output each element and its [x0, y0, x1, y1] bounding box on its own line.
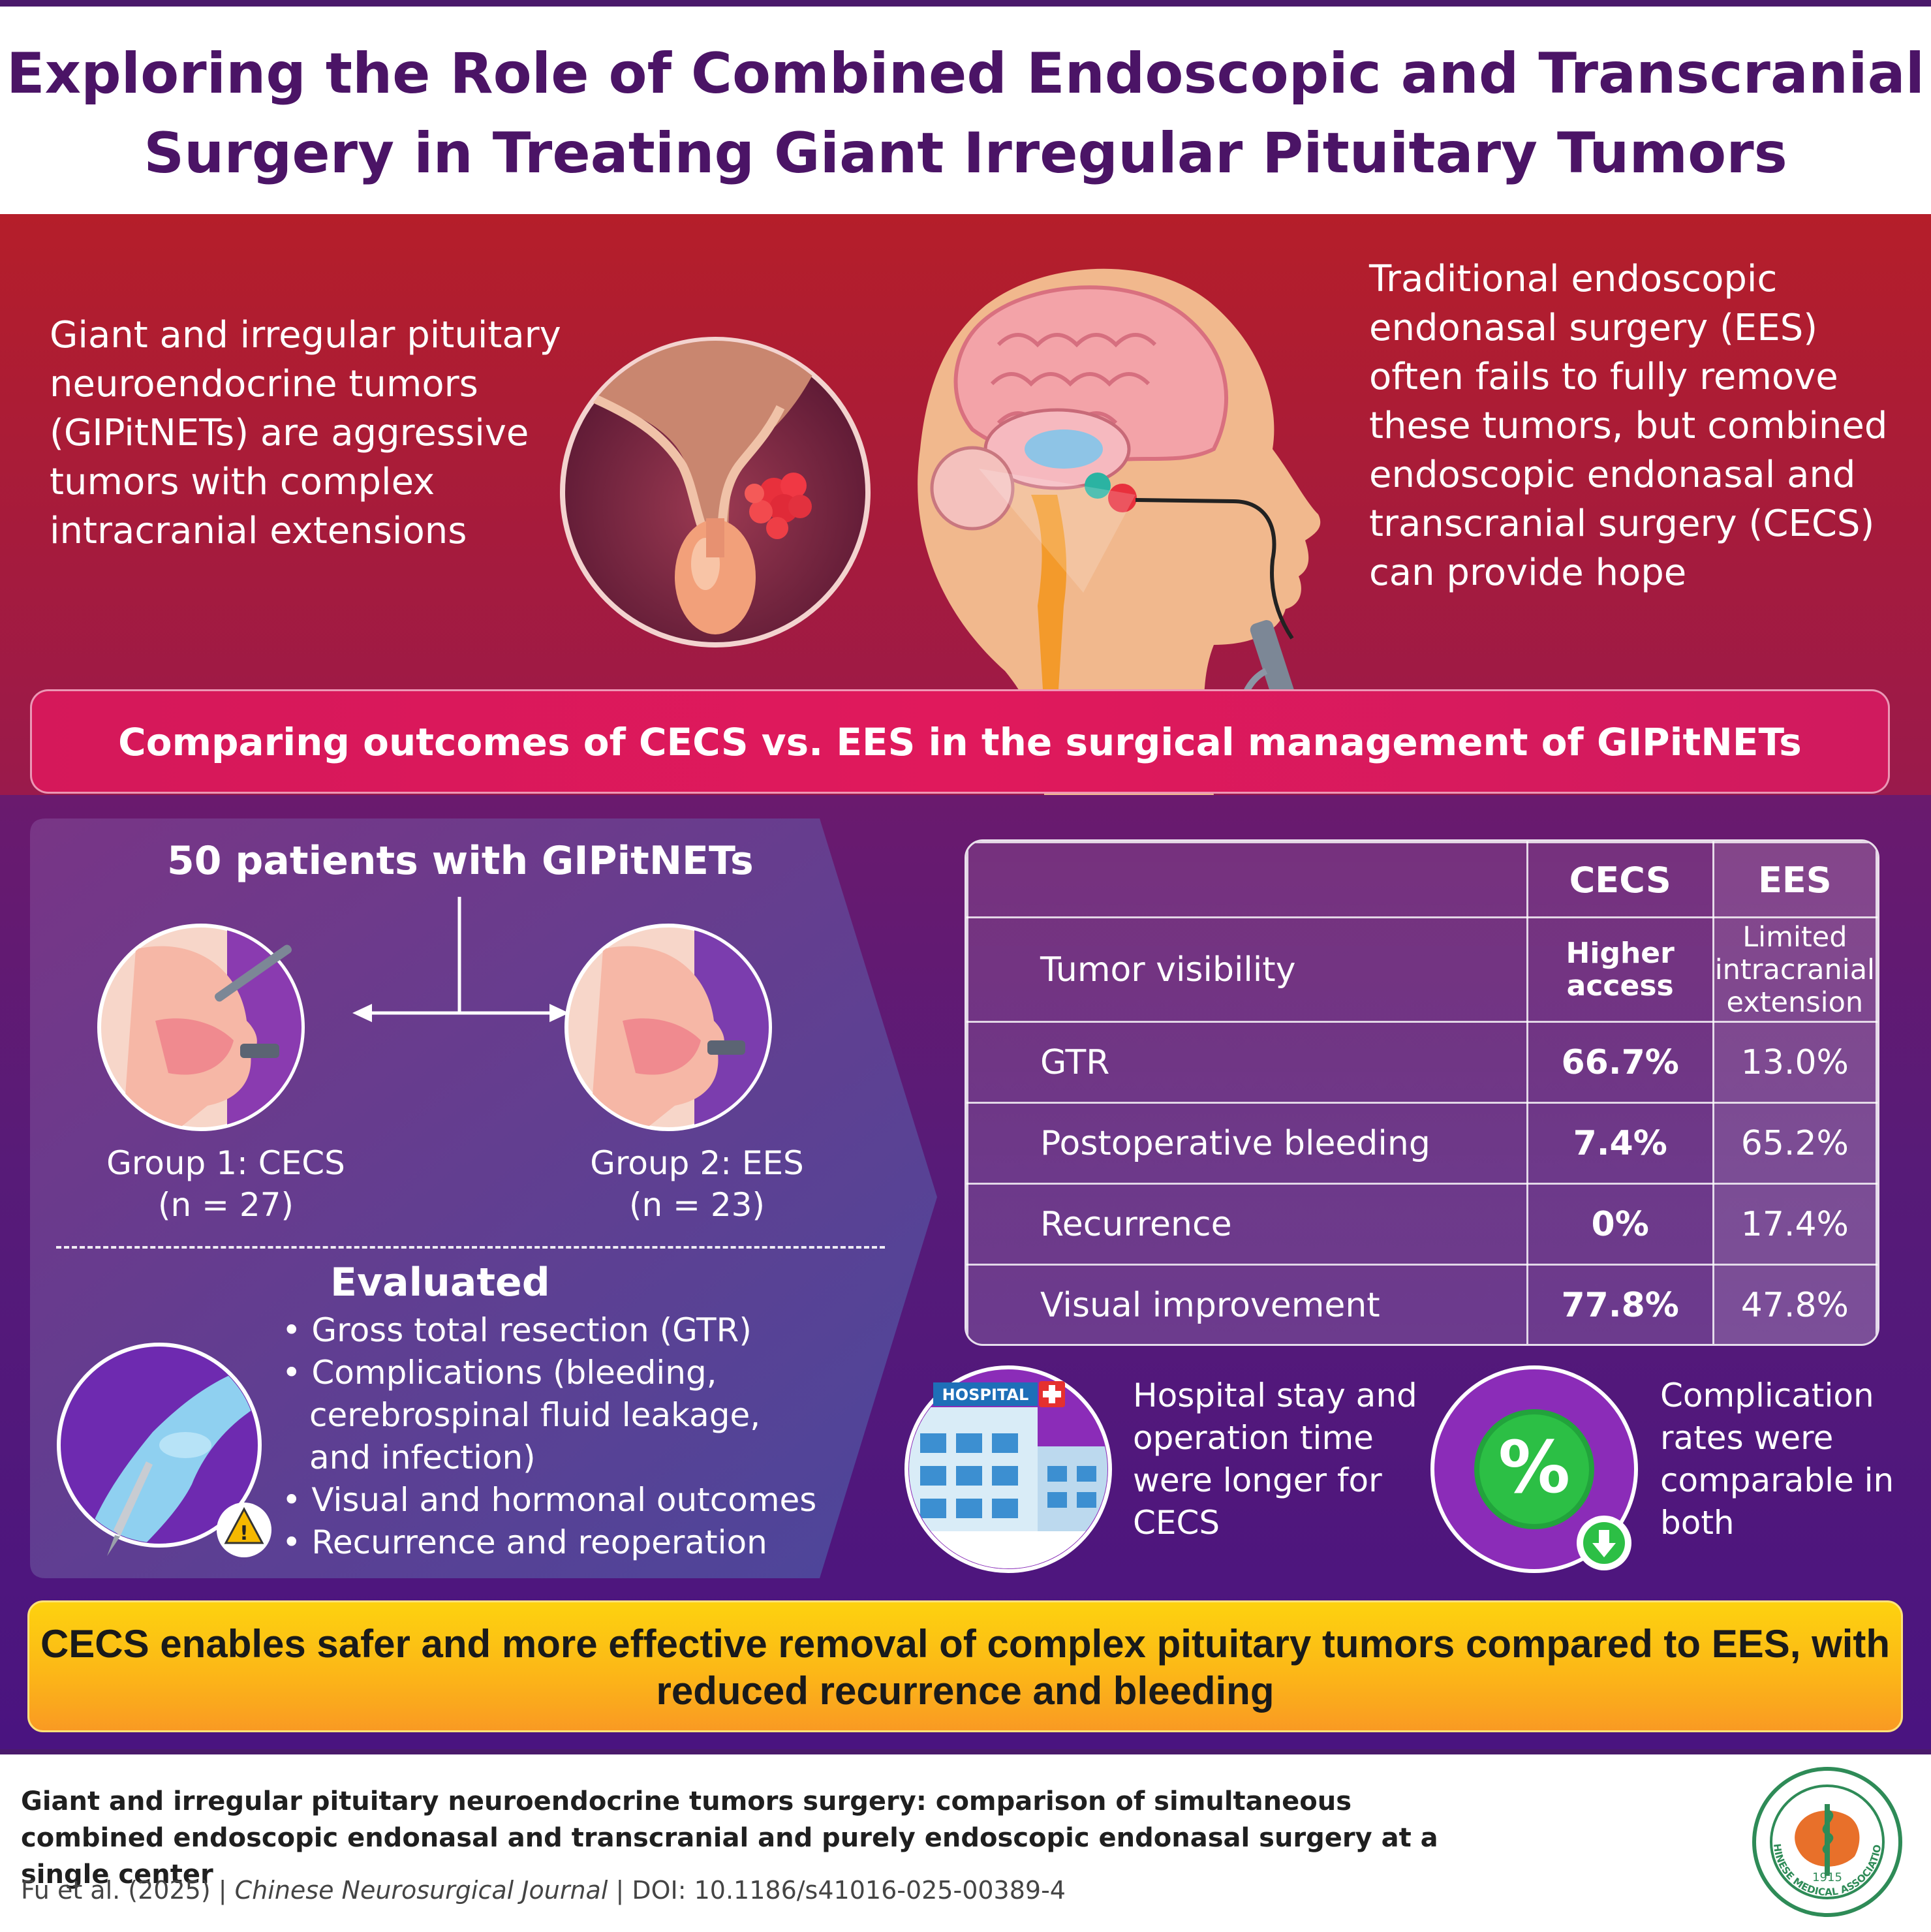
study-panel: 50 patients with GIPitNETs Group 1: CECS: [30, 818, 931, 1577]
results-table: CECS EES Tumor visibility Higher access …: [965, 839, 1879, 1346]
hospital-sign-text: HOSPITAL: [942, 1386, 1029, 1404]
title-section: Exploring the Role of Combined Endoscopi…: [0, 7, 1931, 214]
intro-left-text: Giant and irregular pituitary neuroendoc…: [50, 314, 561, 552]
cecs-value: Higher access: [1526, 916, 1714, 1023]
citation-doi: DOI: 10.1186/s41016-025-00389-4: [632, 1876, 1066, 1905]
evaluated-item: cerebrospinal fluid leakage,: [309, 1396, 761, 1434]
evaluated-heading: Evaluated: [330, 1260, 550, 1305]
table-row: GTR 66.7% 13.0%: [966, 1021, 1877, 1104]
comparison-banner: Comparing outcomes of CECS vs. EES in th…: [30, 689, 1890, 794]
citation-separator: |: [608, 1876, 632, 1905]
citation-authors: Fu et al. (2025): [21, 1876, 211, 1905]
group1-name: Group 1: CECS: [106, 1144, 345, 1182]
table-row: Visual improvement 77.8% 47.8%: [966, 1264, 1877, 1344]
ees-value: Limited intracranial extension: [1712, 916, 1877, 1023]
cecs-value: 7.4%: [1526, 1102, 1714, 1185]
evaluated-list: • Gross total resection (GTR) • Complica…: [282, 1309, 869, 1564]
hospital-note: Hospital stay and operation time were lo…: [1133, 1377, 1417, 1542]
cecs-value: 66.7%: [1526, 1021, 1714, 1104]
group2-name: Group 2: EES: [590, 1144, 804, 1182]
intro-right-text: Traditional endoscopic endonasal surgery…: [1369, 258, 1888, 594]
ees-value: 13.0%: [1712, 1021, 1877, 1104]
group2-label: Group 2: EES (n = 23): [514, 1142, 880, 1226]
tumor-cluster: [745, 473, 812, 539]
percent-down-icon: %: [1430, 1365, 1638, 1573]
conclusion-box: CECS enables safer and more effective re…: [27, 1600, 1903, 1732]
row-label: Visual improvement: [966, 1264, 1528, 1344]
row-label: Recurrence: [966, 1183, 1528, 1266]
ees-value: 17.4%: [1712, 1183, 1877, 1266]
warning-icon: !: [217, 1503, 271, 1557]
evaluated-item: • Gross total resection (GTR): [282, 1311, 752, 1349]
hospital-icon: HOSPITAL: [904, 1365, 1112, 1573]
page-title: Exploring the Role of Combined Endoscopi…: [6, 41, 1925, 186]
citation: Fu et al. (2025) | Chinese Neurosurgical…: [21, 1876, 1066, 1905]
citation-separator: |: [210, 1876, 235, 1905]
row-label: GTR: [966, 1021, 1528, 1104]
evaluated-item: and infection): [309, 1439, 536, 1476]
col-ees-header: EES: [1712, 841, 1877, 918]
percent-glyph: %: [1498, 1426, 1570, 1509]
citation-journal: Chinese Neurosurgical Journal: [234, 1876, 608, 1905]
row-label: Tumor visibility: [966, 916, 1528, 1023]
svg-text:!: !: [239, 1522, 249, 1545]
ees-value: 47.8%: [1712, 1264, 1877, 1344]
conclusion-text: CECS enables safer and more effective re…: [40, 1622, 1891, 1713]
evaluated-item: • Visual and hormonal outcomes: [282, 1481, 817, 1519]
table-header-blank: [966, 841, 1528, 918]
ees-value: 65.2%: [1712, 1102, 1877, 1185]
col-cecs-header: CECS: [1526, 841, 1714, 918]
top-border: [0, 0, 1931, 7]
group1-face-icon: [97, 924, 305, 1131]
patients-heading: 50 patients with GIPitNETs: [167, 838, 754, 884]
evaluated-item: • Recurrence and reoperation: [282, 1523, 767, 1561]
footer-border: [0, 1749, 1931, 1754]
scalpel-hand-icon: !: [57, 1343, 271, 1557]
footer: Giant and irregular pituitary neuroendoc…: [0, 1749, 1931, 1932]
group1-count: (n = 27): [157, 1186, 294, 1224]
paper-title: Giant and irregular pituitary neuroendoc…: [21, 1786, 1438, 1890]
banner-text: Comparing outcomes of CECS vs. EES in th…: [118, 720, 1802, 764]
pituitary-zoom-illustration: [560, 337, 871, 647]
row-label: Postoperative bleeding: [966, 1102, 1528, 1185]
group1-label: Group 1: CECS (n = 27): [43, 1142, 409, 1226]
group2-count: (n = 23): [628, 1186, 765, 1224]
complication-note: Complication rates were comparable in bo…: [1660, 1377, 1894, 1542]
chinese-medical-association-logo: 1915 CHINESE MEDICAL ASSOCIATION: [1750, 1765, 1902, 1917]
dashed-divider: [56, 1246, 885, 1249]
table-row: Tumor visibility Higher access Limited i…: [966, 916, 1877, 1023]
cecs-value: 77.8%: [1526, 1264, 1714, 1344]
group2-face-icon: [564, 924, 772, 1131]
head-profile-illustration: [918, 268, 1321, 795]
table-row: Postoperative bleeding 7.4% 65.2%: [966, 1102, 1877, 1185]
table-row: Recurrence 0% 17.4%: [966, 1183, 1877, 1266]
group-split-arrows: [352, 897, 569, 1022]
logo-year: 1915: [1812, 1871, 1842, 1884]
table-header-row: CECS EES: [966, 841, 1877, 918]
evaluated-item: • Complications (bleeding,: [282, 1354, 717, 1392]
cecs-value: 0%: [1526, 1183, 1714, 1266]
down-arrow-icon: [1577, 1516, 1631, 1570]
